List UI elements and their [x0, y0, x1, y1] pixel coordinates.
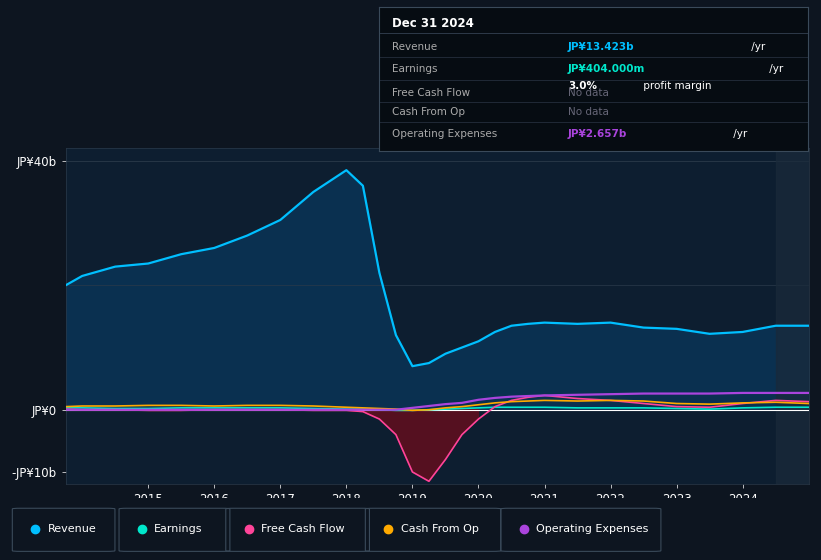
Text: JP¥2.657b: JP¥2.657b [568, 129, 627, 139]
Text: Revenue: Revenue [392, 42, 438, 52]
Text: Dec 31 2024: Dec 31 2024 [392, 17, 474, 30]
Text: /yr: /yr [766, 64, 783, 74]
Text: /yr: /yr [730, 129, 747, 139]
Bar [776, 148, 809, 484]
Text: JP¥404.000m: JP¥404.000m [568, 64, 645, 74]
Text: Earnings: Earnings [154, 524, 203, 534]
Text: Revenue: Revenue [48, 524, 96, 534]
Text: Cash From Op: Cash From Op [401, 524, 479, 534]
Text: JP¥13.423b: JP¥13.423b [568, 42, 635, 52]
Text: Cash From Op: Cash From Op [392, 107, 466, 117]
Text: Free Cash Flow: Free Cash Flow [392, 88, 470, 99]
Text: /yr: /yr [748, 42, 765, 52]
Text: profit margin: profit margin [640, 81, 711, 91]
Text: Earnings: Earnings [392, 64, 438, 74]
Text: 3.0%: 3.0% [568, 81, 597, 91]
Text: Free Cash Flow: Free Cash Flow [261, 524, 345, 534]
Text: No data: No data [568, 107, 608, 117]
Text: Operating Expenses: Operating Expenses [536, 524, 649, 534]
Text: Operating Expenses: Operating Expenses [392, 129, 498, 139]
Text: No data: No data [568, 88, 608, 99]
